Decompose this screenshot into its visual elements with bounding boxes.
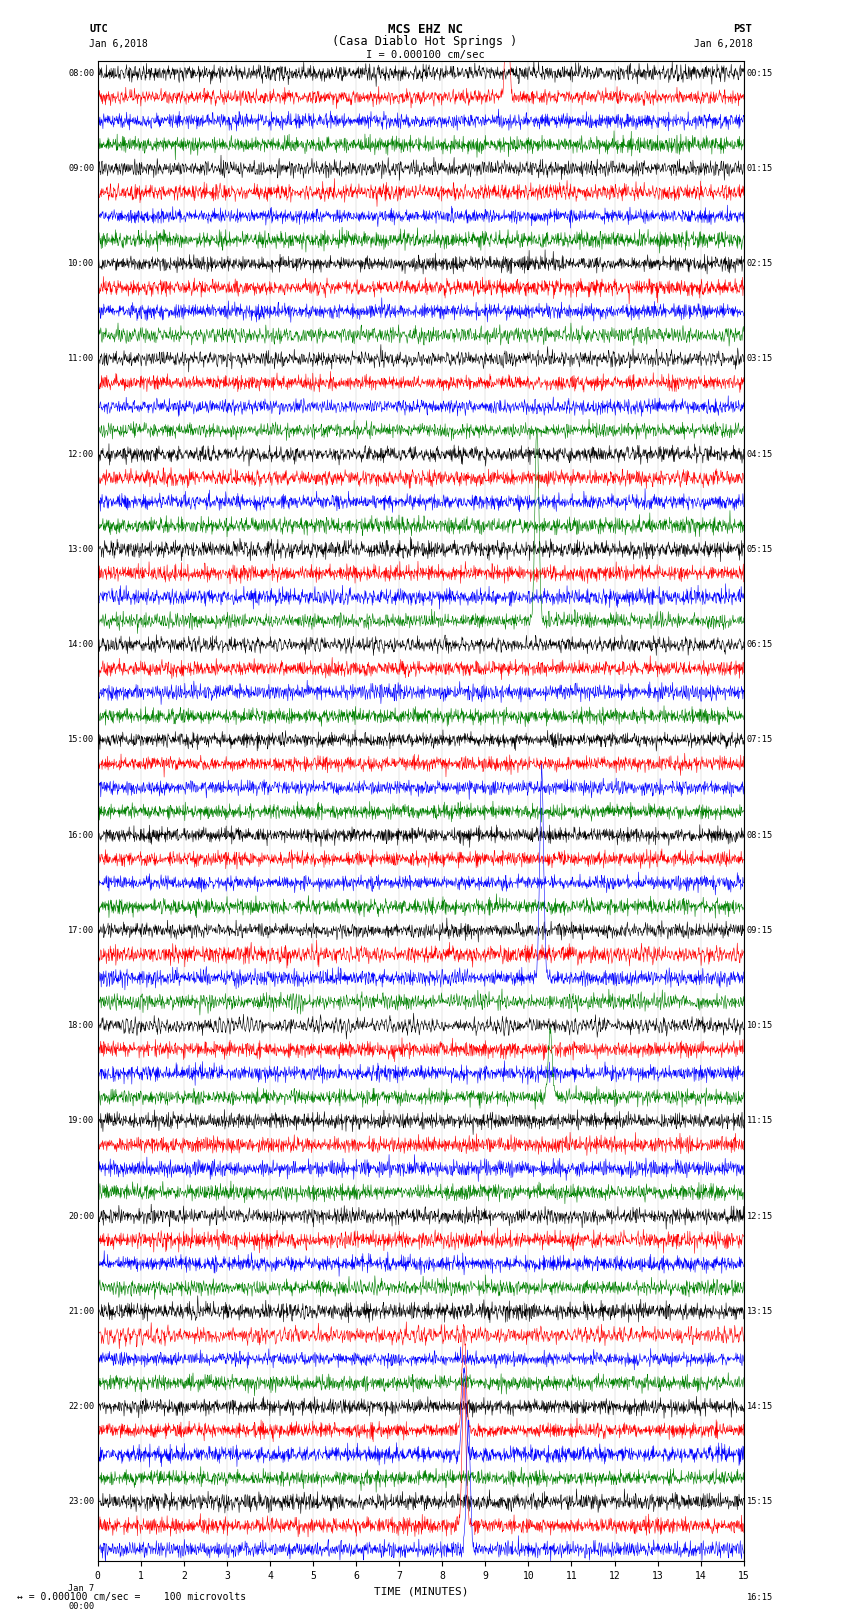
Text: 23:00: 23:00 bbox=[68, 1497, 94, 1507]
Text: 09:00: 09:00 bbox=[68, 165, 94, 173]
Text: 00:15: 00:15 bbox=[747, 69, 774, 77]
Text: I = 0.000100 cm/sec: I = 0.000100 cm/sec bbox=[366, 50, 484, 60]
Text: 14:15: 14:15 bbox=[747, 1402, 774, 1411]
Text: 11:00: 11:00 bbox=[68, 355, 94, 363]
Text: 01:15: 01:15 bbox=[747, 165, 774, 173]
Text: 12:00: 12:00 bbox=[68, 450, 94, 458]
Text: 02:15: 02:15 bbox=[747, 260, 774, 268]
Text: 14:00: 14:00 bbox=[68, 640, 94, 648]
Text: (Casa Diablo Hot Springs ): (Casa Diablo Hot Springs ) bbox=[332, 35, 518, 48]
Text: 17:00: 17:00 bbox=[68, 926, 94, 936]
Text: 18:00: 18:00 bbox=[68, 1021, 94, 1031]
Text: 16:00: 16:00 bbox=[68, 831, 94, 840]
Text: 22:00: 22:00 bbox=[68, 1402, 94, 1411]
Text: PST: PST bbox=[734, 24, 752, 34]
Text: 10:00: 10:00 bbox=[68, 260, 94, 268]
Text: 05:15: 05:15 bbox=[747, 545, 774, 553]
Text: 19:00: 19:00 bbox=[68, 1116, 94, 1126]
Text: 06:15: 06:15 bbox=[747, 640, 774, 648]
Text: ↔ = 0.000100 cm/sec =    100 microvolts: ↔ = 0.000100 cm/sec = 100 microvolts bbox=[17, 1592, 246, 1602]
X-axis label: TIME (MINUTES): TIME (MINUTES) bbox=[373, 1587, 468, 1597]
Text: 11:15: 11:15 bbox=[747, 1116, 774, 1126]
Text: UTC: UTC bbox=[89, 24, 108, 34]
Text: 10:15: 10:15 bbox=[747, 1021, 774, 1031]
Text: 07:15: 07:15 bbox=[747, 736, 774, 745]
Text: Jan 6,2018: Jan 6,2018 bbox=[89, 39, 148, 48]
Text: Jan 7: Jan 7 bbox=[68, 1584, 94, 1592]
Text: 00:00: 00:00 bbox=[68, 1602, 94, 1611]
Text: MCS EHZ NC: MCS EHZ NC bbox=[388, 23, 462, 35]
Text: 21:00: 21:00 bbox=[68, 1307, 94, 1316]
Text: 13:00: 13:00 bbox=[68, 545, 94, 553]
Text: 12:15: 12:15 bbox=[747, 1211, 774, 1221]
Text: 03:15: 03:15 bbox=[747, 355, 774, 363]
Text: 15:15: 15:15 bbox=[747, 1497, 774, 1507]
Text: 15:00: 15:00 bbox=[68, 736, 94, 745]
Text: 20:00: 20:00 bbox=[68, 1211, 94, 1221]
Text: 09:15: 09:15 bbox=[747, 926, 774, 936]
Text: 04:15: 04:15 bbox=[747, 450, 774, 458]
Text: 08:15: 08:15 bbox=[747, 831, 774, 840]
Text: 13:15: 13:15 bbox=[747, 1307, 774, 1316]
Text: 16:15: 16:15 bbox=[747, 1592, 774, 1602]
Text: Jan 6,2018: Jan 6,2018 bbox=[694, 39, 752, 48]
Text: 08:00: 08:00 bbox=[68, 69, 94, 77]
